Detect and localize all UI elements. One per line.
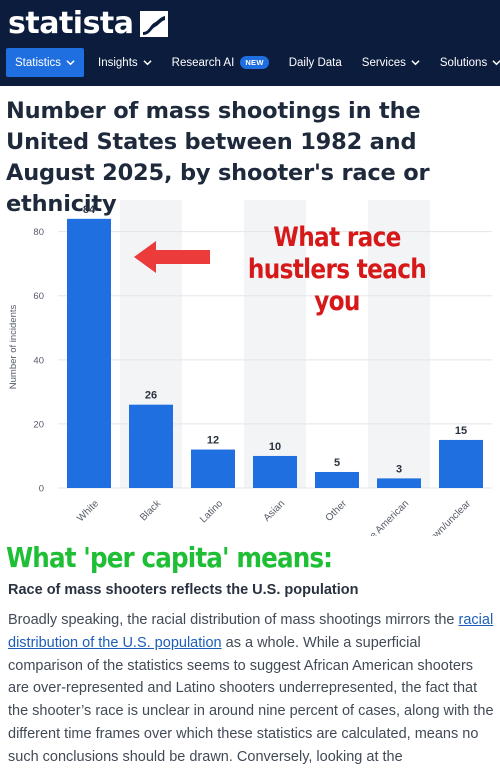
- new-badge: NEW: [240, 56, 269, 69]
- x-tick-label: Other: [324, 498, 350, 524]
- nav-item-statistics[interactable]: Statistics: [6, 48, 85, 77]
- red-arrow-icon: [134, 241, 210, 273]
- data-label: 84: [83, 204, 96, 216]
- page-title: Number of mass shootings in the United S…: [6, 98, 430, 217]
- nav-item-solutions[interactable]: Solutions: [440, 48, 500, 77]
- x-tick-label: Asian: [262, 498, 287, 523]
- statista-logo[interactable]: statista: [8, 6, 168, 41]
- nav-item-label: Services: [361, 56, 406, 69]
- nav-item-research-ai[interactable]: Research AI NEW: [172, 48, 269, 77]
- chevron-down-icon: [411, 60, 420, 66]
- bar: [253, 455, 297, 488]
- paragraph-text-end: as a whole. While a superficial comparis…: [8, 634, 494, 765]
- bar-chart: 0 20 40 60 80 Number of incidents 84 White 26 Bla…: [0, 196, 500, 561]
- y-tick-label: 80: [33, 227, 44, 238]
- y-tick-label: 20: [33, 419, 44, 430]
- chevron-down-icon: [143, 60, 152, 66]
- y-tick-label: 0: [39, 484, 44, 495]
- bar: [377, 478, 421, 488]
- nav-item-label: Research AI: [171, 56, 235, 69]
- nav-item-insights[interactable]: Insights: [98, 48, 152, 77]
- data-label: 5: [334, 457, 340, 469]
- x-tick-label: White: [75, 498, 101, 524]
- nav-item-daily-data[interactable]: Daily Data: [289, 48, 342, 77]
- article-subheading: Race of mass shooters reflects the U.S. …: [8, 582, 359, 598]
- nav-item-services[interactable]: Services: [362, 48, 420, 77]
- bar: [67, 218, 111, 488]
- population-link[interactable]: racial distribution of the U.S. populati…: [8, 612, 494, 651]
- nav-item-label: Statistics: [15, 56, 62, 69]
- data-label: 3: [396, 463, 402, 475]
- annotation-per-capita: What 'per capita' means:: [6, 541, 333, 574]
- data-label: 15: [455, 425, 467, 437]
- chart-band: [368, 200, 430, 488]
- x-tick-label: Native American: [352, 498, 411, 536]
- chevron-down-icon: [492, 60, 500, 66]
- nav-item-label: Daily Data: [288, 56, 342, 69]
- article-paragraph: Broadly speaking, the racial distributio…: [8, 609, 494, 769]
- logo-text: statista: [8, 6, 134, 41]
- site-header: statista Statistics Insights Research AI NE…: [0, 0, 500, 86]
- data-label: 26: [145, 390, 157, 402]
- logo-mark-icon: [139, 10, 168, 37]
- annotation-line-2: hustlers teach you: [247, 254, 427, 317]
- y-axis-label: Number of incidents: [8, 305, 19, 390]
- main-nav: Statistics Insights Research AI NEW Daily Da…: [6, 48, 500, 77]
- x-tick-label: Unknown/unclear: [411, 498, 474, 536]
- bar: [129, 404, 173, 488]
- data-label: 10: [269, 441, 281, 453]
- x-tick-label: Latino: [198, 498, 225, 525]
- paragraph-text-start: Broadly speaking, the racial distributio…: [8, 612, 459, 628]
- data-label: 12: [207, 435, 219, 447]
- y-tick-label: 60: [33, 291, 44, 302]
- bar: [439, 439, 483, 488]
- annotation-line-1: What race: [273, 222, 401, 253]
- nav-item-label: Solutions: [439, 56, 488, 69]
- chart-svg: 0 20 40 60 80 Number of incidents 84 White 26 Bla…: [8, 200, 492, 561]
- y-tick-label: 40: [33, 355, 44, 366]
- annotation-race-hustlers: What race hustlers teach you: [238, 222, 436, 318]
- chart-band: [244, 200, 306, 488]
- nav-item-label: Insights: [98, 56, 138, 69]
- bar: [191, 449, 235, 488]
- x-tick-label: Black: [138, 498, 164, 524]
- bar: [315, 471, 359, 488]
- chevron-down-icon: [66, 60, 75, 66]
